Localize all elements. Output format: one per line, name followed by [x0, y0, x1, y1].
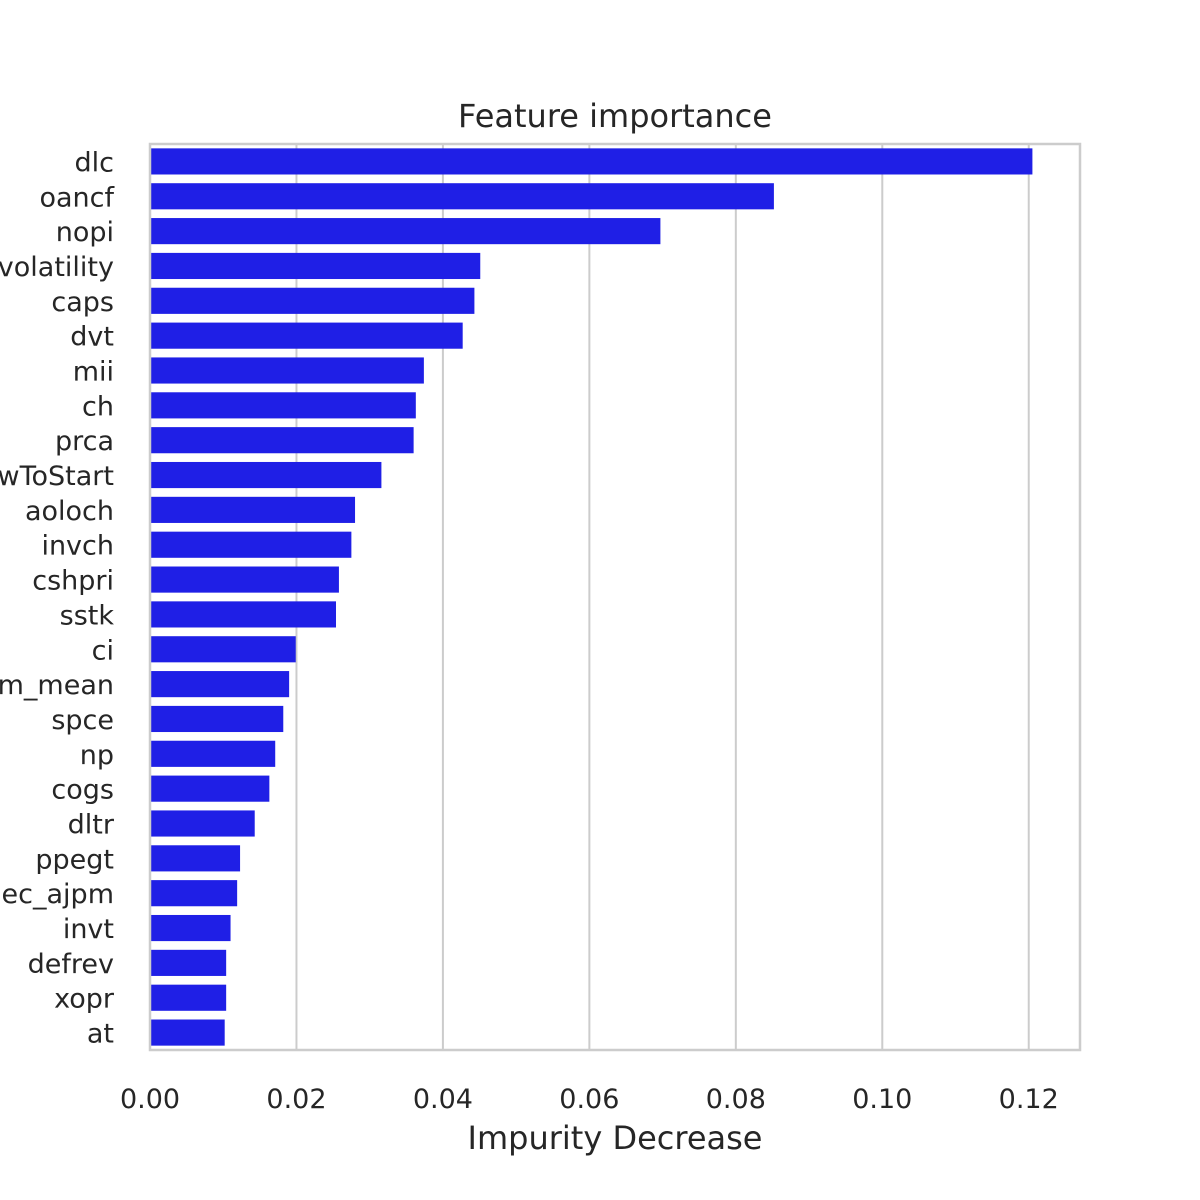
bar-volatility [150, 252, 481, 280]
bar-ppegt [150, 845, 241, 872]
x-tick-label: 0.00 [120, 1084, 180, 1115]
y-tick-label: ci [92, 635, 114, 666]
y-tick-label: m_mean [0, 670, 114, 701]
y-tick-label: ppegt [35, 844, 114, 875]
y-tick-label: at [87, 1019, 114, 1050]
y-tick-label: nopi [56, 217, 114, 248]
bar-ec-ajpm [150, 880, 238, 907]
bar-ch [150, 392, 416, 419]
x-tick-label: 0.12 [999, 1084, 1059, 1115]
bar-at [150, 1019, 225, 1046]
x-tick-label: 0.10 [852, 1084, 912, 1115]
bar-sstk [150, 601, 336, 628]
bar-caps [150, 287, 475, 314]
y-tick-label: dlc [75, 147, 115, 178]
y-tick-label: dltr [68, 810, 115, 841]
y-tick-label: dvt [70, 322, 114, 353]
bar-wtostart [150, 461, 382, 489]
y-tick-label: caps [51, 287, 114, 318]
y-tick-label: cogs [51, 775, 114, 806]
bar-np [150, 740, 276, 767]
bar-mii [150, 357, 424, 384]
x-tick-label: 0.04 [413, 1084, 473, 1115]
bar-invt [150, 914, 231, 942]
y-tick-label: _volatility [0, 252, 114, 283]
bar-cshpri [150, 566, 339, 593]
x-axis-label: Impurity Decrease [468, 1119, 763, 1157]
x-tick-labels: 0.00 0.02 0.04 0.06 0.08 0.10 0.12 [120, 1084, 1059, 1115]
x-tick-label: 0.08 [706, 1084, 766, 1115]
y-tick-label: prca [55, 426, 114, 457]
y-tick-label: cshpri [32, 566, 114, 597]
bar-dltr [150, 810, 255, 837]
y-tick-label: defrev [28, 949, 114, 980]
chart-title: Feature importance [458, 97, 772, 135]
y-tick-label: wToStart [0, 461, 114, 492]
y-tick-label: invch [41, 531, 114, 562]
y-tick-label: ch [82, 391, 114, 422]
bar-nopi [150, 218, 661, 245]
y-tick-label: invt [63, 914, 114, 945]
bar-oancf [150, 183, 774, 210]
x-tick-label: 0.06 [559, 1084, 619, 1115]
bar-spce [150, 705, 284, 733]
y-tick-label: mii [73, 357, 114, 388]
bars [150, 148, 1033, 1046]
bar-invch [150, 531, 352, 558]
y-tick-label: sstk [60, 600, 115, 631]
y-tick-label: np [80, 740, 114, 771]
bar-xopr [150, 984, 227, 1011]
bar-defrev [150, 949, 227, 976]
y-tick-label: aoloch [25, 496, 114, 527]
plot-frame [148, 142, 1082, 1052]
y-tick-label: spce [51, 705, 114, 736]
bar-cogs [150, 775, 270, 802]
x-tick-label: 0.02 [266, 1084, 326, 1115]
bar-dvt [150, 322, 463, 349]
y-tick-label: xopr [54, 984, 115, 1015]
bar-aoloch [150, 496, 356, 523]
bar-dlc [150, 148, 1033, 175]
y-tick-label: oancf [39, 182, 115, 213]
bar-m-mean [150, 671, 290, 698]
bar-prca [150, 427, 414, 454]
y-tick-label: ec_ajpm [2, 879, 114, 910]
bar-ci [150, 636, 296, 663]
